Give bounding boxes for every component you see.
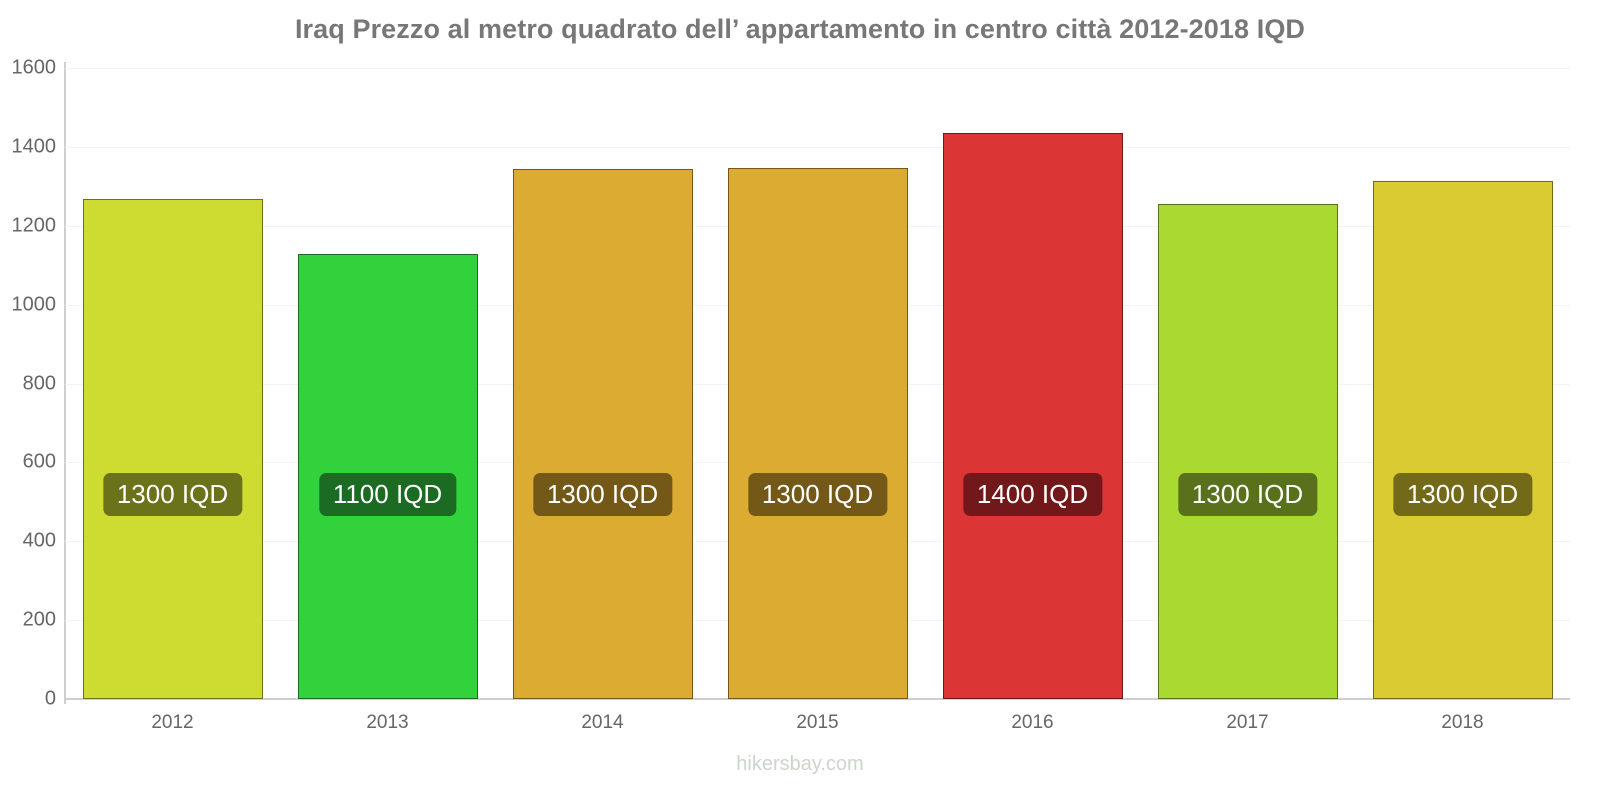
bar[interactable]: 1400 IQD — [942, 133, 1123, 699]
bar[interactable]: 1300 IQD — [82, 199, 263, 699]
y-axis-tick-label: 1400 — [11, 135, 57, 158]
x-axis-tick-label: 2016 — [1011, 712, 1054, 733]
bar-value-label: 1300 IQD — [1177, 473, 1318, 517]
bar-value-label: 1400 IQD — [962, 473, 1103, 517]
plot-area: 1300 IQD 1100 IQD 1300 IQD 1300 IQD 1400 IQD… — [65, 68, 1570, 699]
y-axis-tick-label: 800 — [22, 372, 56, 394]
y-axis-tick-labels: 0 200 400 600 800 1000 1200 1400 1600 — [0, 0, 57, 800]
y-axis-tick-label: 1200 — [11, 214, 57, 237]
x-axis-line — [64, 698, 1570, 700]
bar[interactable]: 1100 IQD — [297, 254, 478, 699]
bar-value-label: 1300 IQD — [1392, 473, 1533, 517]
bar-value-label: 1100 IQD — [318, 473, 457, 517]
source-watermark: hikersbay.com — [736, 753, 864, 775]
bar-value-label: 1300 IQD — [532, 473, 673, 517]
x-axis-tick-label: 2015 — [796, 712, 839, 733]
bar-value-label: 1300 IQD — [102, 473, 243, 517]
y-axis-tick-label: 1600 — [11, 56, 57, 79]
grid-line — [65, 68, 1570, 69]
bar[interactable]: 1300 IQD — [727, 168, 908, 699]
y-axis-tick-label: 200 — [22, 608, 56, 631]
bar[interactable]: 1300 IQD — [1157, 203, 1338, 699]
bar[interactable]: 1300 IQD — [1372, 181, 1553, 699]
grid-line — [65, 146, 1570, 148]
y-axis-tick-label: 1000 — [11, 293, 57, 316]
bar[interactable]: 1300 IQD — [512, 168, 693, 699]
x-axis-tick-label: 2018 — [1441, 712, 1484, 733]
x-axis-tick-label: 2012 — [151, 712, 194, 733]
x-axis-tick-label: 2014 — [581, 712, 624, 733]
y-axis-tick-label: 400 — [22, 529, 56, 552]
chart-title: Iraq Prezzo al metro quadrato dell’ appa… — [294, 14, 1306, 44]
y-axis-tick-label: 0 — [44, 687, 56, 710]
y-axis-tick-label: 600 — [22, 450, 56, 473]
bar-value-label: 1300 IQD — [747, 473, 888, 517]
x-axis-tick-label: 2013 — [366, 712, 409, 733]
x-axis-tick-label: 2017 — [1226, 712, 1269, 733]
y-axis-line — [64, 62, 66, 704]
x-axis-tick-labels: 2012 2013 2014 2015 2016 2017 2018 — [65, 712, 1570, 742]
